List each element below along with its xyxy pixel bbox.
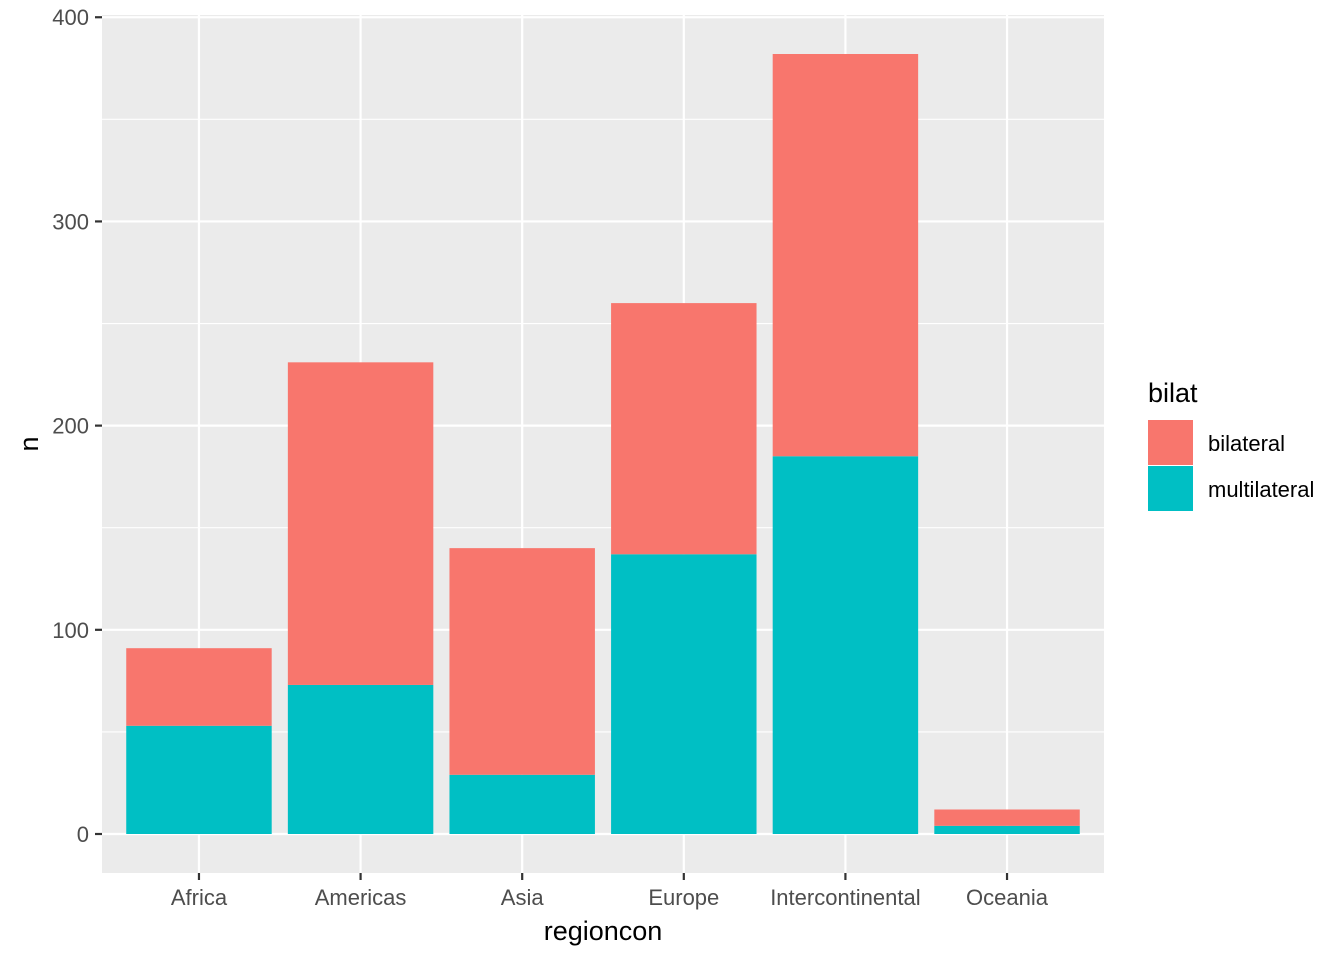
y-tick-label: 300 <box>52 209 89 234</box>
y-axis: 0 100 200 300 400 <box>52 5 102 847</box>
y-tick-label: 0 <box>77 822 89 847</box>
legend-title: bilat <box>1148 378 1198 408</box>
legend-key-multilateral <box>1148 466 1193 511</box>
bar-multilateral <box>126 725 272 834</box>
legend: bilat bilateral multilateral <box>1148 378 1314 511</box>
bar-multilateral <box>611 554 757 834</box>
bar-bilateral <box>449 548 595 775</box>
bar-multilateral <box>449 774 595 834</box>
x-tick-label: Oceania <box>966 885 1049 910</box>
x-axis: Africa Americas Asia Europe Intercontinental… <box>171 873 1049 910</box>
bar-bilateral <box>287 362 434 685</box>
y-axis-title: n <box>14 436 44 451</box>
bar-multilateral <box>772 456 919 834</box>
legend-label-bilateral: bilateral <box>1208 431 1285 456</box>
bar-bilateral <box>934 809 1080 826</box>
bar-bilateral <box>611 303 757 555</box>
x-tick-label: Intercontinental <box>770 885 920 910</box>
bar-bilateral <box>126 648 272 726</box>
x-tick-label: Americas <box>315 885 407 910</box>
bar-multilateral <box>934 825 1080 834</box>
legend-label-multilateral: multilateral <box>1208 477 1314 502</box>
x-axis-title: regioncon <box>544 916 663 946</box>
x-tick-label: Asia <box>501 885 545 910</box>
y-tick-label: 200 <box>52 414 89 439</box>
x-tick-label: Africa <box>171 885 228 910</box>
y-tick-label: 400 <box>52 5 89 30</box>
bars-group <box>126 54 1080 834</box>
bar-multilateral <box>287 684 434 834</box>
y-tick-label: 100 <box>52 618 89 643</box>
x-tick-label: Europe <box>648 885 719 910</box>
legend-key-bilateral <box>1148 420 1193 465</box>
bar-bilateral <box>772 54 919 457</box>
